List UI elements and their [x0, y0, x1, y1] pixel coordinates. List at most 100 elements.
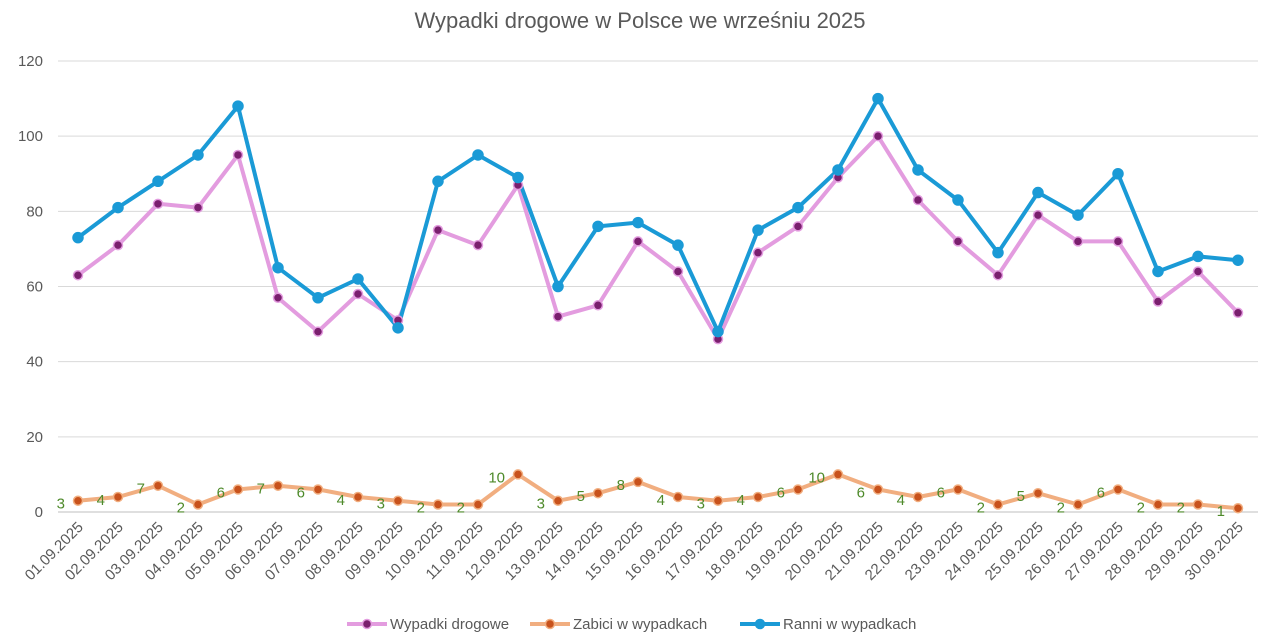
data-point — [712, 495, 724, 506]
data-point — [552, 280, 564, 293]
y-tick-label: 40 — [26, 354, 43, 371]
data-label: 10 — [488, 469, 505, 486]
data-point — [232, 100, 244, 112]
data-point — [272, 480, 284, 491]
legend-swatch-marker — [361, 618, 373, 630]
data-point — [152, 198, 164, 210]
series-lines — [76, 96, 1240, 511]
data-point — [1152, 265, 1164, 278]
data-label: 6 — [857, 484, 865, 501]
data-point — [592, 220, 604, 233]
data-point — [72, 231, 84, 244]
data-point — [1192, 266, 1204, 277]
legend-label: Ranni w wypadkach — [783, 616, 916, 633]
data-point — [1032, 186, 1044, 199]
data-point — [352, 288, 364, 300]
data-point — [992, 499, 1004, 510]
legend[interactable]: Wypadki drogowe Zabici w wypadkach Ranni w… — [347, 616, 916, 633]
legend-label: Wypadki drogowe — [390, 616, 509, 633]
data-point — [672, 239, 684, 251]
data-point — [112, 239, 124, 251]
data-point — [312, 484, 324, 495]
data-point — [312, 292, 324, 304]
series-markers — [72, 92, 1244, 514]
data-labels: 3 4 7 2 6 7 6 4 3 2 2 10 3 5 8 4 3 4 6 10 6 4 6 2 5 2 6 2 2 1 — [57, 469, 1225, 520]
series-line — [76, 96, 1240, 334]
y-tick-label: 80 — [26, 203, 43, 220]
data-point — [1192, 499, 1204, 510]
data-point — [912, 194, 924, 206]
data-label: 3 — [57, 496, 65, 513]
data-point — [832, 469, 844, 480]
legend-swatch-marker — [754, 618, 766, 630]
data-point — [512, 469, 524, 480]
y-tick-label: 20 — [26, 429, 43, 446]
data-point — [192, 499, 204, 510]
data-point — [752, 491, 764, 503]
data-point — [1072, 209, 1084, 221]
data-point — [592, 487, 604, 499]
data-point — [592, 300, 604, 311]
data-label: 6 — [217, 484, 225, 501]
legend-item[interactable]: Wypadki drogowe — [347, 616, 509, 633]
data-point — [472, 149, 484, 161]
y-tick-label: 60 — [26, 279, 43, 296]
series-line — [76, 472, 1240, 511]
data-point — [1072, 236, 1084, 247]
data-label: 2 — [417, 499, 425, 516]
data-point — [432, 499, 444, 510]
data-point — [872, 130, 884, 142]
data-point — [672, 266, 684, 277]
chart-title: Wypadki drogowe w Polsce we wrześniu 202… — [414, 8, 865, 33]
data-label: 3 — [537, 496, 545, 513]
data-point — [152, 480, 164, 491]
data-point — [272, 292, 284, 304]
data-label: 4 — [657, 492, 665, 509]
data-point — [1032, 209, 1044, 221]
data-point — [632, 236, 644, 247]
data-point — [352, 273, 364, 285]
data-label: 2 — [1177, 499, 1185, 516]
data-point — [632, 216, 644, 229]
data-point — [1152, 499, 1164, 510]
data-point — [1152, 296, 1164, 307]
data-point — [1232, 254, 1244, 266]
data-point — [952, 194, 964, 206]
legend-item[interactable]: Zabici w wypadkach — [530, 616, 707, 633]
data-point — [192, 149, 204, 161]
data-point — [472, 499, 484, 510]
data-point — [472, 239, 484, 251]
data-point — [512, 171, 524, 184]
data-point — [192, 202, 204, 213]
data-point — [272, 261, 284, 274]
data-label: 7 — [257, 481, 265, 498]
y-tick-label: 120 — [18, 53, 43, 70]
data-label: 6 — [937, 484, 945, 501]
data-point — [1112, 168, 1124, 180]
data-point — [392, 322, 404, 334]
data-point — [832, 164, 844, 176]
series-line — [76, 134, 1240, 342]
data-point — [152, 175, 164, 188]
data-point — [232, 149, 244, 161]
legend-item[interactable]: Ranni w wypadkach — [740, 616, 916, 633]
data-point — [792, 201, 804, 214]
data-label: 4 — [737, 492, 745, 509]
data-point — [352, 491, 364, 503]
data-label: 2 — [457, 499, 465, 516]
data-label: 8 — [617, 477, 625, 494]
data-point — [872, 92, 884, 105]
data-point — [1112, 484, 1124, 495]
data-label: 2 — [1137, 499, 1145, 516]
y-axis-ticks: 0 20 40 60 80 100 120 — [18, 53, 43, 521]
data-point — [792, 484, 804, 495]
x-axis-ticks: 01.09.202502.09.202503.09.202504.09.2025… — [22, 519, 1247, 584]
y-tick-label: 0 — [35, 504, 43, 521]
data-point — [232, 484, 244, 495]
data-point — [872, 484, 884, 495]
data-point — [312, 326, 324, 337]
data-label: 2 — [977, 499, 985, 516]
data-point — [672, 491, 684, 503]
